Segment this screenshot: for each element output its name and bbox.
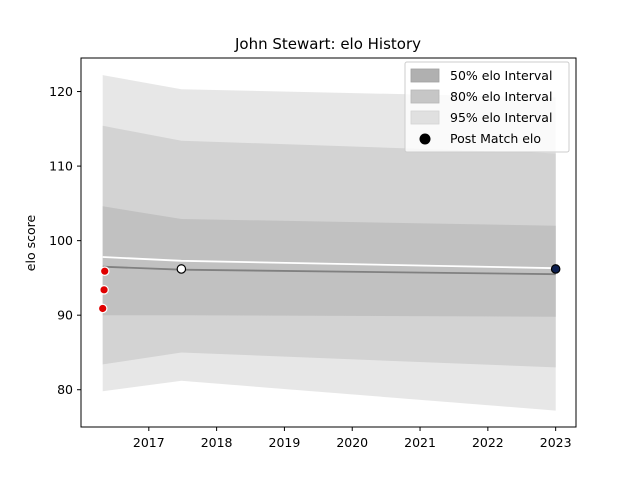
axes: 2017 2018 2019 2020 2021 2022 2023 80 90 100 110 12…: [49, 57, 577, 450]
legend-swatch-95: [410, 110, 440, 125]
post-match-point-1: [550, 264, 561, 274]
y-tick-label: 120: [49, 84, 73, 99]
post-match-point-0: [176, 264, 187, 274]
red-point-1: [99, 285, 109, 295]
plot-area: [97, 75, 561, 411]
trend-elo-line: [102, 256, 556, 270]
x-tick-label: 2023: [540, 435, 572, 450]
x-tick-label: 2022: [472, 435, 504, 450]
x-tick-label: 2020: [336, 435, 368, 450]
legend-label-post-match: Post Match elo: [450, 131, 541, 146]
x-tick-label: 2019: [269, 435, 301, 450]
legend: 50% elo Interval 80% elo Interval 95% el…: [404, 61, 570, 153]
y-tick-label: 100: [49, 233, 73, 248]
y-tick-label: 110: [49, 159, 73, 174]
legend-swatch-80: [410, 89, 440, 104]
y-tick-label: 90: [57, 308, 73, 323]
x-tick-label: 2017: [133, 435, 165, 450]
axes-frame: [80, 57, 577, 428]
y-axis-label: elo score: [23, 215, 38, 272]
legend-label-95: 95% elo Interval: [450, 110, 552, 125]
legend-marker-post-match: [419, 133, 431, 145]
legend-label-50: 50% elo Interval: [450, 68, 552, 83]
red-point-0: [99, 266, 110, 276]
x-tick-label: 2021: [404, 435, 436, 450]
red-point-2: [97, 303, 108, 314]
legend-frame: [404, 61, 570, 153]
x-tick-label: 2018: [201, 435, 233, 450]
y-tick-label: 80: [57, 382, 73, 397]
interval-band-2: [102, 206, 556, 317]
legend-label-80: 80% elo Interval: [450, 89, 552, 104]
chart-title: John Stewart: elo History: [234, 35, 421, 53]
legend-swatch-50: [410, 68, 440, 83]
